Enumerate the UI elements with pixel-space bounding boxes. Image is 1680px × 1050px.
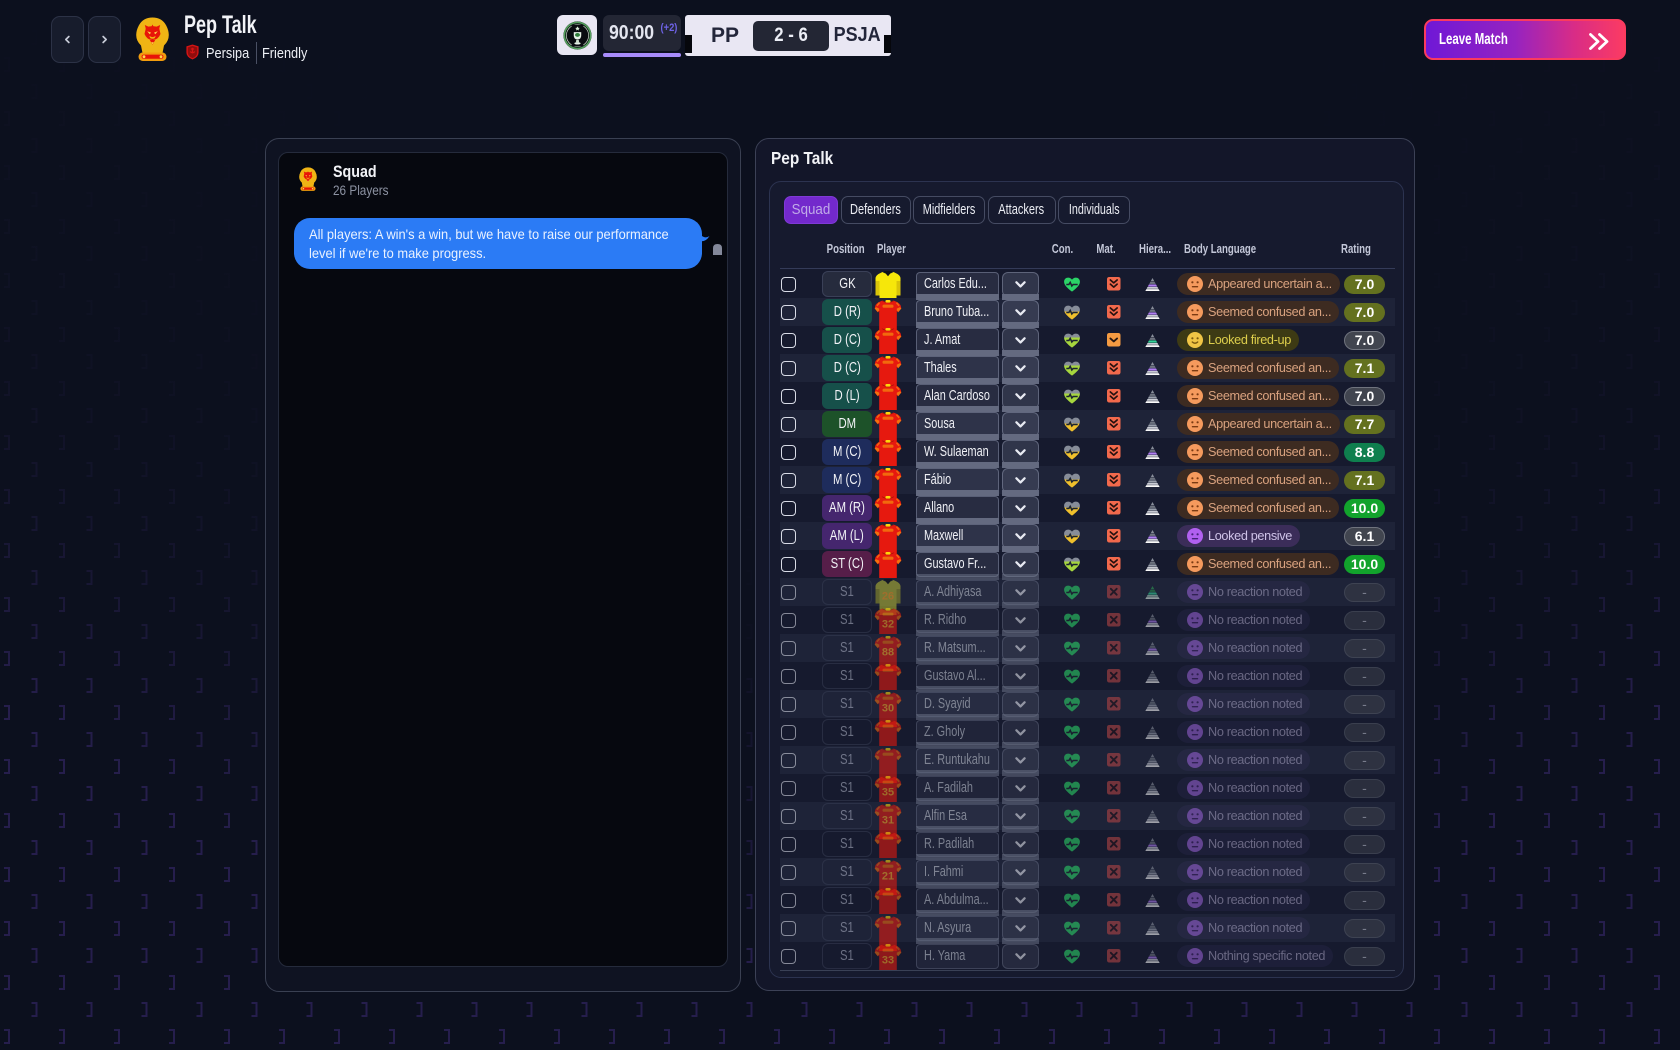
svg-text:31: 31 — [882, 815, 894, 827]
svg-text:32: 32 — [882, 619, 894, 631]
svg-text:26: 26 — [882, 591, 894, 603]
svg-text:30: 30 — [882, 703, 894, 715]
svg-text:21: 21 — [882, 871, 894, 883]
svg-text:33: 33 — [882, 955, 894, 967]
svg-text:88: 88 — [882, 647, 894, 659]
svg-text:35: 35 — [882, 787, 894, 799]
